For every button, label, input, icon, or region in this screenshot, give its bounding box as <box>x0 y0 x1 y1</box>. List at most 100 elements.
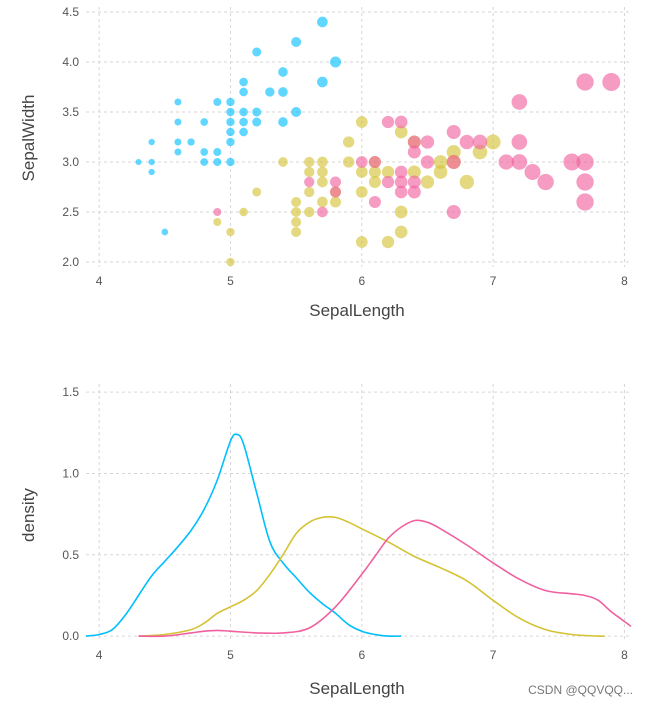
scatter-point-setosa <box>200 158 209 166</box>
scatter-point-versicolor <box>252 187 262 197</box>
scatter-point-setosa <box>278 117 288 127</box>
scatter-x-tick-label: 7 <box>490 274 497 288</box>
scatter-point-versicolor <box>355 186 368 198</box>
scatter-point-setosa <box>213 98 222 106</box>
scatter-point-setosa <box>291 37 302 47</box>
scatter-point-versicolor <box>291 197 302 207</box>
density-x-tick-label: 5 <box>227 648 234 662</box>
scatter-point-setosa <box>317 76 328 88</box>
scatter-point-setosa <box>161 228 169 236</box>
scatter-point-virginica <box>304 176 315 188</box>
scatter-point-virginica <box>330 186 342 198</box>
scatter-point-setosa <box>239 77 248 87</box>
density-x-tick-label: 4 <box>96 648 103 662</box>
scatter-point-versicolor <box>226 257 235 267</box>
scatter-point-setosa <box>187 138 195 146</box>
scatter-point-setosa <box>265 87 275 97</box>
scatter-point-versicolor <box>291 217 302 227</box>
density-x-tick-label: 6 <box>358 648 365 662</box>
scatter-point-versicolor <box>317 156 328 168</box>
scatter-point-virginica <box>407 185 421 199</box>
scatter-point-virginica <box>511 154 528 170</box>
scatter-y-tick-label: 2.0 <box>62 255 79 269</box>
density-x-tick-label: 7 <box>490 648 497 662</box>
density-x-axis-label: SepalLength <box>309 679 404 698</box>
scatter-point-setosa <box>291 107 302 117</box>
scatter-x-axis-label: SepalLength <box>309 301 404 320</box>
density-y-axis-label: density <box>19 488 38 542</box>
scatter-point-versicolor <box>381 235 395 249</box>
scatter-point-virginica <box>381 175 395 189</box>
density-curve-setosa <box>85 433 402 638</box>
scatter-point-virginica <box>368 196 381 208</box>
scatter-point-setosa <box>174 118 182 126</box>
scatter-point-setosa <box>200 118 209 126</box>
scatter-y-tick-label: 2.5 <box>62 205 79 219</box>
watermark: CSDN @QQVQQ... <box>528 683 633 697</box>
density-curve-virginica <box>138 519 632 638</box>
scatter-point-setosa <box>226 137 235 147</box>
scatter-point-virginica <box>602 73 621 91</box>
scatter-plot-panel: 4 5 6 7 8 2.0 2.5 3.0 3.5 4.0 4.5 SepalLength Sepa… <box>19 5 631 320</box>
scatter-point-virginica <box>459 134 475 150</box>
scatter-point-versicolor <box>433 165 448 179</box>
scatter-point-setosa <box>213 148 222 156</box>
scatter-y-tick-label: 3.0 <box>62 155 79 169</box>
scatter-point-versicolor <box>317 176 328 188</box>
scatter-point-setosa <box>226 107 235 117</box>
scatter-gridlines <box>86 7 631 267</box>
scatter-point-versicolor <box>394 205 408 219</box>
scatter-point-setosa <box>226 117 235 127</box>
scatter-point-virginica <box>394 185 408 199</box>
scatter-point-versicolor <box>446 145 461 159</box>
scatter-point-setosa <box>278 87 288 97</box>
scatter-point-setosa <box>148 158 155 166</box>
scatter-point-versicolor <box>304 166 315 178</box>
scatter-point-virginica <box>446 155 461 169</box>
scatter-point-setosa <box>317 16 328 28</box>
scatter-point-virginica <box>355 156 368 168</box>
scatter-point-virginica <box>498 154 514 170</box>
scatter-point-virginica <box>537 173 554 191</box>
scatter-point-versicolor <box>304 156 315 168</box>
scatter-point-setosa <box>148 168 155 176</box>
scatter-point-setosa <box>239 107 248 117</box>
scatter-point-setosa <box>174 138 182 146</box>
scatter-point-setosa <box>330 56 342 68</box>
scatter-point-setosa <box>200 148 209 156</box>
scatter-point-virginica <box>524 164 541 180</box>
scatter-point-setosa <box>213 158 222 166</box>
scatter-point-virginica <box>446 205 461 219</box>
scatter-point-versicolor <box>355 166 368 178</box>
scatter-point-versicolor <box>330 196 342 208</box>
scatter-point-setosa <box>135 159 142 165</box>
scatter-point-virginica <box>407 175 421 189</box>
scatter-point-virginica <box>381 115 395 129</box>
scatter-x-tick-label: 5 <box>227 274 234 288</box>
scatter-point-virginica <box>563 153 581 171</box>
scatter-y-tick-label: 4.0 <box>62 55 79 69</box>
scatter-point-setosa <box>174 148 182 156</box>
density-plot-panel: 4 5 6 7 8 0.0 0.5 1.0 1.5 SepalLength density <box>19 384 632 698</box>
scatter-x-tick-label: 8 <box>621 274 628 288</box>
scatter-point-virginica <box>420 135 435 149</box>
scatter-point-setosa <box>226 97 235 107</box>
scatter-point-versicolor <box>485 134 501 150</box>
scatter-point-virginica <box>511 94 528 110</box>
scatter-point-virginica <box>213 208 222 216</box>
scatter-point-setosa <box>252 47 262 57</box>
scatter-point-versicolor <box>278 157 288 167</box>
density-tick-labels: 4 5 6 7 8 0.0 0.5 1.0 1.5 <box>62 385 628 662</box>
density-curves <box>85 433 632 638</box>
scatter-point-virginica <box>407 145 421 159</box>
scatter-point-versicolor <box>226 227 235 237</box>
density-y-tick-label: 1.5 <box>62 385 79 399</box>
scatter-point-setosa <box>278 67 288 77</box>
scatter-point-versicolor <box>317 166 328 178</box>
scatter-y-tick-label: 4.5 <box>62 5 79 19</box>
scatter-point-versicolor <box>433 155 448 169</box>
scatter-point-setosa <box>239 127 248 137</box>
scatter-point-versicolor <box>291 207 302 217</box>
scatter-point-virginica <box>576 153 594 171</box>
